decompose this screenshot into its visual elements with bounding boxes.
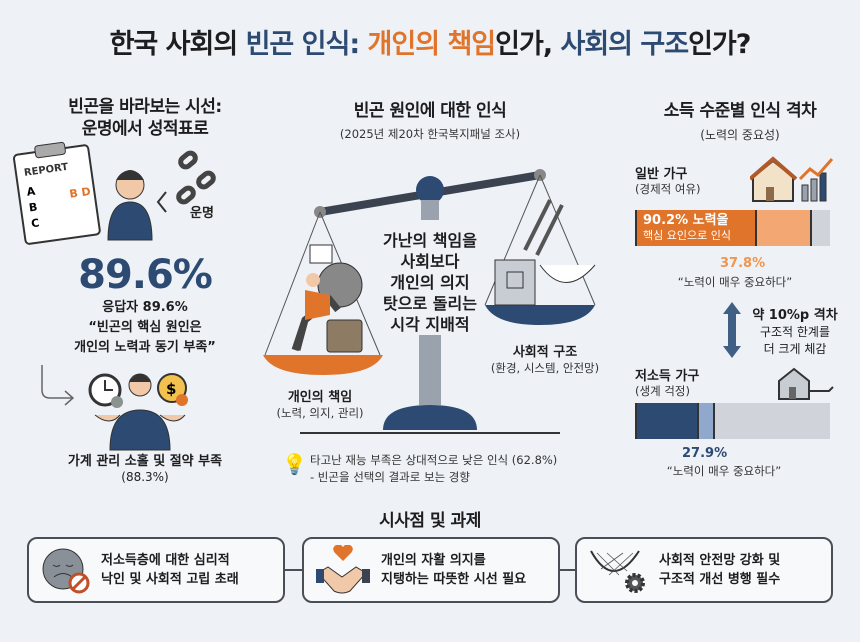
sub-value: (88.3%) bbox=[121, 470, 169, 484]
card-line: 구조적 개선 병행 필수 bbox=[659, 572, 781, 587]
sub-label: 가계 관리 소홀 및 절약 부족 bbox=[67, 454, 223, 469]
note-line: 타고난 재능 부족은 상대적으로 낮은 인식 (62.8%) bbox=[310, 453, 558, 467]
statement-line: 사회보다 bbox=[400, 252, 460, 271]
note-line: - 빈곤을 선택의 결과로 보는 경향 bbox=[310, 470, 470, 484]
title-part: 개인의 책임 bbox=[367, 29, 497, 60]
sad-face-icon bbox=[42, 548, 90, 594]
safety-net-gear-icon bbox=[590, 550, 645, 593]
house-chart-icon bbox=[750, 156, 834, 202]
gap-line: 구조적 한계를 bbox=[759, 325, 831, 339]
center-statement: 가난의 책임을 사회보다 개인의 의지 탓으로 돌리는 시각 지배적 bbox=[383, 230, 477, 335]
general-very-value: 37.8% bbox=[720, 256, 766, 271]
title-part: 한국 사회의 bbox=[109, 29, 246, 60]
heading-line: 운명에서 성적표로 bbox=[81, 119, 209, 139]
gap-label: 약 10%p 격차 bbox=[752, 308, 838, 323]
bar-text: 90.2% 노력을 bbox=[643, 213, 729, 228]
stat-line: 응답자 89.6% bbox=[102, 300, 188, 315]
statement-line: 시각 지배적 bbox=[390, 315, 470, 334]
gap-double-arrow-icon bbox=[723, 302, 741, 358]
low-very-value: 27.9% bbox=[682, 446, 728, 461]
quote-line: 개인의 노력과 동기 부족” bbox=[74, 340, 216, 355]
person-clock-coin-icon: $ bbox=[41, 365, 188, 451]
low-quote: “노력이 매우 중요하다” bbox=[666, 464, 782, 478]
card-line: 저소득층에 대한 심리적 bbox=[101, 553, 230, 568]
left-pan-sub: (노력, 의지, 관리) bbox=[276, 406, 364, 420]
low-income-sub: (생계 걱정) bbox=[635, 384, 690, 398]
low-bar-fill-very bbox=[637, 403, 699, 439]
big-stat: 89.6% bbox=[78, 252, 213, 298]
connector bbox=[560, 569, 575, 571]
balance-scale-illustration bbox=[263, 169, 596, 434]
middle-subtitle: (2025년 제20차 한국복지패널 조사) bbox=[339, 127, 521, 141]
right-subtitle: (노력의 중요성) bbox=[700, 128, 780, 142]
general-quote: “노력이 매우 중요하다” bbox=[677, 275, 793, 289]
statement-line: 개인의 의지 bbox=[390, 273, 470, 292]
card-line: 지탱하는 따뜻한 시선 필요 bbox=[381, 572, 527, 587]
handshake-heart-icon bbox=[316, 545, 370, 594]
title-part: 인가? bbox=[688, 29, 751, 60]
connector bbox=[285, 569, 302, 571]
statement-line: 탓으로 돌리는 bbox=[383, 294, 477, 313]
general-household-sub: (경제적 여유) bbox=[635, 182, 701, 196]
left-heading: 빈곤을 바라보는 시선: 운명에서 성적표로 bbox=[68, 96, 222, 140]
svg-text:B: B bbox=[28, 200, 38, 214]
card-line: 개인의 자활 의지를 bbox=[381, 553, 486, 568]
svg-text:B D: B D bbox=[69, 185, 92, 201]
statement-line: 가난의 책임을 bbox=[383, 231, 477, 250]
general-bar-fill-very: 90.2% 노력을 핵심 요인으로 인식 bbox=[637, 210, 757, 246]
gap-line: 더 크게 체감 bbox=[763, 342, 827, 356]
title-part: 빈곤 인식: bbox=[245, 29, 368, 60]
heading-line: 빈곤을 바라보는 시선: bbox=[68, 97, 222, 117]
title-part: 인가, bbox=[495, 29, 561, 60]
card-line: 낙인 및 사회적 고립 초래 bbox=[101, 572, 239, 587]
middle-heading: 빈곤 원인에 대한 인식 bbox=[353, 101, 507, 121]
svg-text:A: A bbox=[26, 185, 37, 199]
page-title: 한국 사회의 빈곤 인식: 개인의 책임인가, 사회의 구조인가? bbox=[109, 22, 752, 61]
svg-text:$: $ bbox=[166, 380, 176, 398]
right-heading: 소득 수준별 인식 격차 bbox=[663, 101, 817, 121]
bar-text: 핵심 요인으로 인식 bbox=[643, 229, 731, 242]
bottom-heading: 시사점 및 과제 bbox=[379, 511, 481, 531]
low-income-label: 저소득 가구 bbox=[635, 369, 700, 384]
card-line: 사회적 안전망 강화 및 bbox=[659, 553, 781, 568]
small-house-icon bbox=[778, 367, 834, 400]
fate-label: 운명 bbox=[190, 206, 214, 221]
left-pan-label: 개인의 책임 bbox=[287, 390, 353, 405]
general-bar: 90.2% 노력을 핵심 요인으로 인식 bbox=[635, 210, 830, 246]
title-part: 사회의 구조 bbox=[560, 29, 689, 60]
lightbulb-icon: 💡 bbox=[282, 452, 307, 476]
right-pan-sub: (환경, 시스템, 안전망) bbox=[490, 361, 600, 375]
svg-text:C: C bbox=[30, 216, 40, 230]
general-household-label: 일반 가구 bbox=[635, 167, 688, 182]
quote-line: “빈곤의 핵심 원인은 bbox=[88, 320, 202, 335]
low-income-bar bbox=[635, 403, 830, 439]
right-pan-label: 사회적 구조 bbox=[512, 345, 578, 360]
